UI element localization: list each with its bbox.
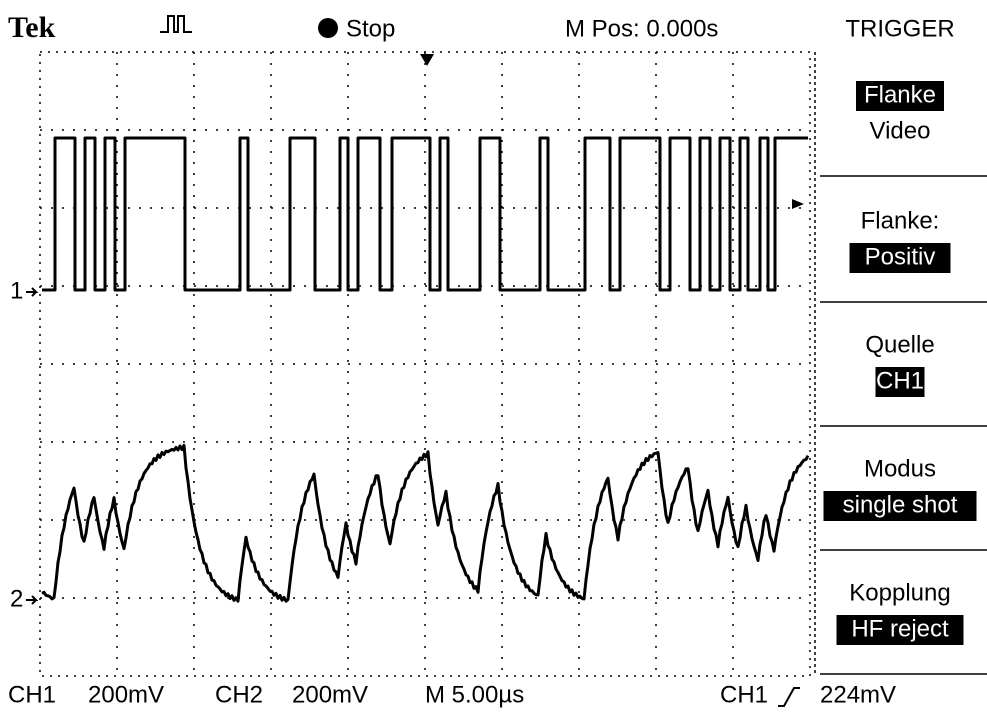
menu-value: Positiv bbox=[865, 243, 936, 270]
menu-value: CH1 bbox=[876, 367, 924, 394]
run-state: Stop bbox=[346, 15, 395, 42]
menu-value: Video bbox=[870, 117, 931, 144]
menu-value: HF reject bbox=[851, 615, 949, 642]
ch2-scale: 200mV bbox=[292, 681, 368, 708]
ch1-marker: 1 bbox=[10, 277, 23, 304]
m-pos: M Pos: 0.000s bbox=[565, 15, 718, 42]
trigger-level: 224mV bbox=[820, 681, 896, 708]
menu-title: TRIGGER bbox=[845, 15, 954, 42]
side-menu: Flanke Video Flanke: Positiv Quelle CH1 Modus s… bbox=[815, 52, 987, 676]
ch1-label: CH1 bbox=[8, 681, 56, 708]
ch1-scale: 200mV bbox=[88, 681, 164, 708]
trigger-pos-marker bbox=[420, 54, 434, 66]
trigger-level-marker bbox=[792, 199, 804, 209]
menu-label: Quelle bbox=[865, 331, 934, 358]
graticule bbox=[40, 52, 810, 676]
stop-icon bbox=[318, 18, 338, 38]
menu-label: Flanke: bbox=[861, 207, 940, 234]
acq-icon bbox=[160, 16, 192, 32]
trigger-source: CH1 bbox=[720, 681, 768, 708]
menu-value: single shot bbox=[843, 491, 958, 518]
ch2-marker: 2 bbox=[10, 585, 23, 612]
ch1-arrow bbox=[26, 288, 36, 296]
menu-label: Kopplung bbox=[849, 579, 950, 606]
menu-label: Flanke bbox=[864, 81, 936, 108]
edge-icon bbox=[778, 688, 800, 706]
scope-screen: Tek Stop M Pos: 0.000s TRIGGER 1 2 Flank… bbox=[0, 0, 987, 713]
ch2-arrow bbox=[26, 596, 36, 604]
ch1-trace bbox=[42, 138, 808, 290]
menu-label: Modus bbox=[864, 455, 936, 482]
ch2-label: CH2 bbox=[215, 681, 263, 708]
brand: Tek bbox=[8, 11, 56, 44]
timebase: M 5.00µs bbox=[425, 681, 524, 708]
ch2-trace bbox=[42, 445, 808, 601]
